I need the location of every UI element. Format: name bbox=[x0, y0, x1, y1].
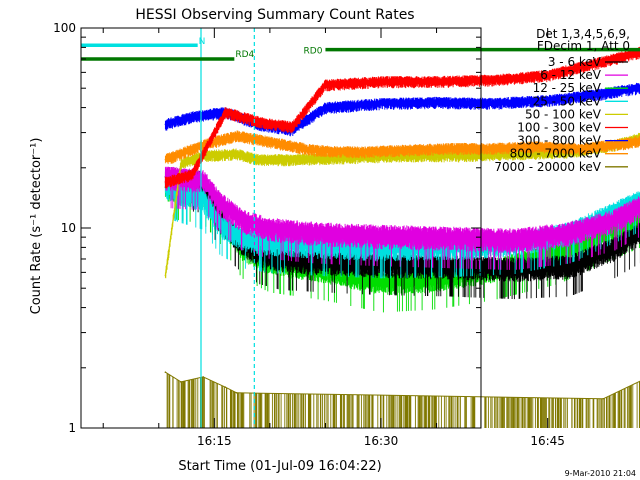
data-point bbox=[446, 236, 449, 238]
data-point bbox=[235, 392, 238, 394]
data-point bbox=[224, 111, 227, 113]
data-point bbox=[602, 398, 604, 400]
data-point bbox=[164, 274, 167, 277]
legend: Det 1,3,4,5,6,9, FDecim 1, Att 0 3 - 6 k… bbox=[494, 27, 630, 174]
data-point bbox=[313, 231, 316, 234]
data-point bbox=[402, 149, 405, 151]
data-point bbox=[269, 140, 271, 143]
data-point bbox=[569, 264, 571, 267]
data-point bbox=[202, 198, 204, 200]
data-point bbox=[446, 147, 449, 150]
series-line bbox=[165, 51, 640, 183]
annotation-label: RD4 bbox=[235, 50, 254, 60]
data-point bbox=[324, 106, 327, 109]
data-point bbox=[380, 80, 382, 83]
series-line bbox=[165, 371, 640, 400]
legend-label: 50 - 100 keV bbox=[525, 107, 602, 121]
data-point bbox=[258, 158, 260, 161]
data-point bbox=[258, 120, 260, 123]
legend-label: 800 - 7000 keV bbox=[510, 147, 602, 161]
data-point bbox=[202, 178, 204, 181]
footer-timestamp: 9-Mar-2010 21:04 bbox=[565, 469, 636, 478]
data-point bbox=[291, 158, 293, 161]
series-5 bbox=[164, 46, 640, 189]
data-point bbox=[558, 252, 560, 254]
data-point bbox=[458, 154, 460, 157]
data-point bbox=[269, 227, 271, 229]
data-point bbox=[224, 386, 227, 389]
data-point bbox=[569, 231, 571, 234]
annotation-label: N bbox=[199, 37, 206, 47]
y-axis-label: Count Rate (s⁻¹ detector⁻¹) bbox=[29, 138, 44, 315]
data-layer bbox=[164, 46, 640, 428]
data-point bbox=[380, 234, 382, 236]
data-point bbox=[491, 147, 493, 150]
data-point bbox=[241, 218, 243, 221]
chart-title: HESSI Observing Summary Count Rates bbox=[135, 7, 414, 23]
y-tick-label: 1 bbox=[68, 421, 76, 435]
data-point bbox=[546, 74, 549, 77]
legend-header-line-2: FDecim 1, Att 0 bbox=[537, 39, 630, 53]
annotation-label: RD0 bbox=[304, 47, 323, 57]
series-8 bbox=[164, 371, 640, 428]
marker-layer bbox=[200, 28, 255, 428]
x-tick-label: 16:30 bbox=[364, 434, 399, 448]
data-point bbox=[180, 162, 182, 165]
data-point bbox=[613, 218, 616, 221]
data-point bbox=[491, 79, 493, 81]
data-point bbox=[602, 60, 604, 63]
legend-label: 7000 - 20000 keV bbox=[494, 160, 601, 174]
data-point bbox=[535, 145, 538, 148]
series-trace bbox=[166, 373, 640, 428]
data-point bbox=[235, 153, 238, 155]
data-point bbox=[380, 102, 382, 105]
data-point bbox=[219, 223, 221, 225]
x-axis-label: Start Time (01-Jul-09 16:04:22) bbox=[178, 459, 381, 474]
data-point bbox=[164, 158, 167, 161]
data-point bbox=[491, 102, 493, 105]
data-point bbox=[202, 144, 204, 146]
legend-label: 100 - 300 keV bbox=[517, 121, 601, 135]
data-point bbox=[313, 149, 316, 151]
data-point bbox=[435, 80, 438, 83]
data-point bbox=[219, 201, 221, 203]
legend-label: 25 - 50 keV bbox=[533, 94, 602, 108]
legend-label: 12 - 25 keV bbox=[533, 81, 602, 95]
data-point bbox=[191, 173, 193, 176]
data-point bbox=[602, 92, 604, 95]
x-tick-label: 16:15 bbox=[197, 434, 232, 448]
data-point bbox=[164, 123, 167, 126]
series-7 bbox=[164, 130, 640, 165]
data-point bbox=[324, 84, 327, 86]
y-tick-label: 10 bbox=[61, 221, 76, 235]
legend-label: 3 - 6 keV bbox=[548, 55, 602, 69]
data-point bbox=[435, 101, 438, 104]
data-point bbox=[358, 151, 360, 153]
data-point bbox=[580, 147, 582, 150]
data-point bbox=[202, 376, 204, 378]
legend-label: 6 - 12 keV bbox=[540, 68, 602, 82]
data-point bbox=[291, 126, 293, 128]
data-point bbox=[180, 381, 182, 383]
data-point bbox=[235, 134, 238, 137]
y-tick-label: 100 bbox=[53, 21, 76, 35]
x-tick-label: 16:45 bbox=[530, 434, 565, 448]
data-point bbox=[546, 99, 549, 102]
data-point bbox=[513, 238, 516, 240]
series-line bbox=[165, 176, 640, 269]
legend-label: 300 - 800 keV bbox=[517, 134, 601, 148]
data-point bbox=[191, 115, 193, 118]
data-point bbox=[624, 142, 627, 145]
data-point bbox=[164, 371, 167, 374]
data-point bbox=[380, 280, 382, 283]
annotation-layer: N RD0 RD4 bbox=[81, 37, 640, 61]
legend-header-line-1: Det 1,3,4,5,6,9, bbox=[536, 27, 630, 41]
data-point bbox=[164, 181, 167, 183]
